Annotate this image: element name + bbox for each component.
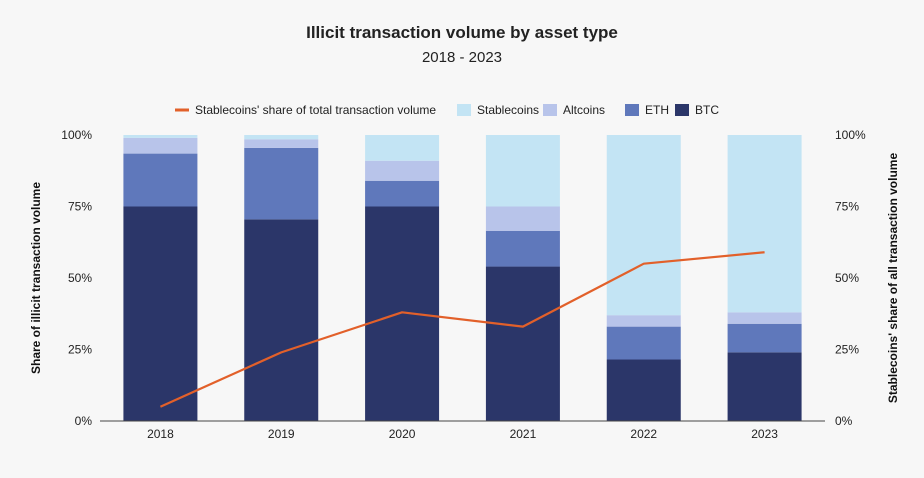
y-tick-label: 0%: [75, 414, 93, 428]
legend-label: ETH: [645, 103, 669, 117]
bar-stablecoins-2022: [606, 135, 681, 316]
x-tick-label: 2018: [147, 427, 174, 441]
bar-btc-2020: [365, 206, 440, 421]
y-tick-label: 100%: [61, 128, 92, 142]
legend-item-stablecoins: Stablecoins: [457, 103, 539, 117]
bar-eth-2020: [365, 180, 440, 207]
x-axis-ticks: 2018 2019 2020 2021 2022 2023: [147, 427, 778, 441]
bar-stablecoins-2021: [485, 135, 560, 207]
y-tick-label: 25%: [68, 343, 92, 357]
x-tick-label: 2019: [268, 427, 295, 441]
x-tick-label: 2020: [389, 427, 416, 441]
bar-altcoins-2020: [365, 160, 440, 181]
legend-item-stablecoins: Stablecoins' share of total transaction …: [175, 103, 436, 117]
line-series: [159, 251, 765, 408]
legend-swatch: [457, 104, 471, 116]
bar-altcoins-2021: [485, 206, 560, 231]
bar-stablecoins-2023: [727, 135, 802, 313]
y2-tick-label: 0%: [835, 414, 853, 428]
y2-tick-label: 25%: [835, 343, 859, 357]
bar-eth-2018: [123, 153, 198, 207]
bar-altcoins-2023: [727, 312, 802, 324]
legend-item-btc: BTC: [675, 103, 719, 117]
legend-label: Altcoins: [563, 103, 605, 117]
chart-subtitle: 2018 - 2023: [422, 49, 502, 66]
bar-altcoins-2022: [606, 315, 681, 327]
bars: [123, 135, 802, 421]
legend-swatch: [543, 104, 557, 116]
y-tick-label: 50%: [68, 271, 92, 285]
y2-tick-label: 75%: [835, 200, 859, 214]
y2-axis-label: Stablecoins' share of all transaction vo…: [886, 153, 900, 404]
bar-eth-2021: [485, 230, 560, 267]
bar-altcoins-2019: [244, 139, 319, 148]
x-tick-label: 2022: [630, 427, 657, 441]
bar-eth-2022: [606, 326, 681, 360]
bar-altcoins-2018: [123, 137, 198, 154]
bar-btc-2021: [485, 266, 560, 421]
chart-title: Illicit transaction volume by asset type: [306, 23, 618, 42]
y-tick-label: 75%: [68, 200, 92, 214]
bar-stablecoins-2018: [123, 135, 198, 138]
y-axis-label: Share of illicit transaction volume: [29, 182, 43, 374]
stablecoin-share-line: [159, 251, 765, 408]
legend-item-eth: ETH: [625, 103, 669, 117]
legend-label: Stablecoins: [477, 103, 539, 117]
legend-swatch: [625, 104, 639, 116]
legend-label: Stablecoins' share of total transaction …: [195, 103, 436, 117]
bar-stablecoins-2019: [244, 135, 319, 140]
bar-stablecoins-2020: [365, 135, 440, 161]
legend: Stablecoins' share of total transaction …: [175, 103, 719, 117]
y-axis-left-ticks: 0% 25% 50% 75% 100%: [61, 128, 92, 428]
x-tick-label: 2023: [751, 427, 778, 441]
bar-btc-2022: [606, 359, 681, 421]
y2-tick-label: 50%: [835, 271, 859, 285]
y-axis-right-ticks: 0% 25% 50% 75% 100%: [835, 128, 866, 428]
bar-eth-2023: [727, 323, 802, 353]
bar-btc-2019: [244, 219, 319, 421]
legend-item-altcoins: Altcoins: [543, 103, 605, 117]
bar-eth-2019: [244, 147, 319, 220]
x-tick-label: 2021: [510, 427, 537, 441]
bar-btc-2018: [123, 206, 198, 421]
legend-label: BTC: [695, 103, 719, 117]
y2-tick-label: 100%: [835, 128, 866, 142]
bar-btc-2023: [727, 352, 802, 421]
legend-swatch: [675, 104, 689, 116]
